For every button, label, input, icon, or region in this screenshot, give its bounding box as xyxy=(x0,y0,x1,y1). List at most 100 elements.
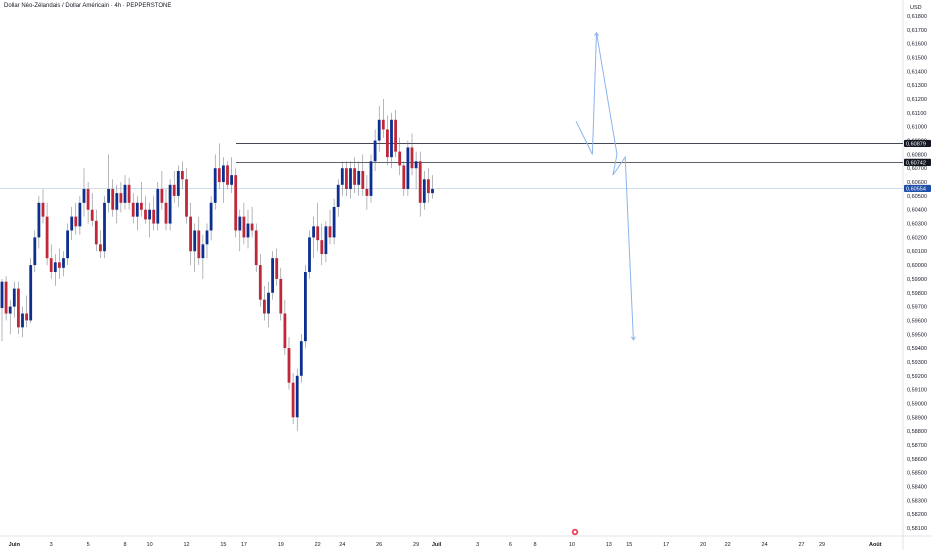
candle-body xyxy=(144,209,147,220)
y-tick-label: 0,61700 xyxy=(907,28,927,34)
candle-body xyxy=(209,202,213,231)
y-tick-label: 0,60600 xyxy=(907,180,927,186)
level-price-badge xyxy=(904,139,931,148)
x-tick-label: 8 xyxy=(533,542,536,548)
y-tick-label: 0,59000 xyxy=(907,401,927,407)
candle-body xyxy=(172,184,176,196)
x-tick-label: 20 xyxy=(700,542,706,548)
candle-body xyxy=(361,170,365,189)
candle-body xyxy=(308,237,311,272)
x-tick-label: 17 xyxy=(663,542,669,548)
candle-body xyxy=(365,188,369,196)
projection-peak-marker xyxy=(594,31,599,36)
candle-body xyxy=(41,202,45,217)
y-tick-label: 0,59400 xyxy=(907,346,927,352)
candle-body xyxy=(8,306,12,314)
candle-body xyxy=(324,226,328,255)
candle-body xyxy=(353,168,356,185)
candle-body xyxy=(217,168,221,183)
current-price-label: 0,60554 xyxy=(906,186,926,192)
projection-path xyxy=(575,32,634,340)
y-tick-label: 0,59100 xyxy=(907,388,927,394)
y-tick-label: 0,59700 xyxy=(907,305,927,311)
x-tick-label: 27 xyxy=(798,542,804,548)
y-tick-label: 0,61100 xyxy=(907,111,926,117)
candle-body xyxy=(254,230,258,266)
y-tick-label: 0,58700 xyxy=(907,443,927,449)
y-tick-label: 0,59500 xyxy=(907,332,927,338)
candle-body xyxy=(279,278,283,314)
candle-body xyxy=(410,147,414,169)
x-tick-label: 24 xyxy=(762,542,768,548)
candle-body xyxy=(373,140,377,162)
candle-body xyxy=(103,202,106,252)
candle-body xyxy=(283,313,287,349)
x-tick-label: 15 xyxy=(220,542,226,548)
candle-body xyxy=(377,119,381,141)
candle-body xyxy=(357,170,361,185)
candle-body xyxy=(21,313,24,328)
y-tick-label: 0,59600 xyxy=(907,318,927,324)
x-tick-label: 10 xyxy=(147,542,153,548)
candle-body xyxy=(156,188,160,224)
y-tick-label: 0,60400 xyxy=(907,208,927,214)
chart-title-source: PEPPERSTONE xyxy=(126,3,172,9)
y-tick-label: 0,61400 xyxy=(907,69,927,75)
y-tick-label: 0,60700 xyxy=(907,166,927,172)
candle-body xyxy=(316,226,320,241)
y-tick-label: 0,58300 xyxy=(907,498,927,504)
candle-body xyxy=(242,216,246,238)
event-flag-icon-center xyxy=(573,530,577,534)
candle-body xyxy=(185,179,188,217)
x-tick-label: 22 xyxy=(315,542,321,548)
y-tick-label: 0,61800 xyxy=(907,14,927,20)
candle-body xyxy=(193,230,197,252)
x-tick-label: 5 xyxy=(87,542,90,548)
candle-body xyxy=(70,216,74,231)
y-tick-label: 0,61500 xyxy=(907,56,927,62)
candle-body xyxy=(320,240,324,255)
candle-body xyxy=(152,209,156,224)
x-tick-label: 8 xyxy=(123,542,126,548)
candle-body xyxy=(94,220,98,245)
candle-body xyxy=(99,244,102,252)
candle-body xyxy=(349,168,352,189)
candle-body xyxy=(4,281,8,314)
x-tick-label: 3 xyxy=(476,542,479,548)
y-tick-label: 0,58800 xyxy=(907,429,927,435)
y-tick-label: 0,59800 xyxy=(907,291,927,297)
candle-body xyxy=(135,202,139,217)
candle-body xyxy=(299,341,303,376)
level-price-badge xyxy=(904,158,931,167)
candle-body xyxy=(275,258,279,279)
y-tick-label: 0,58400 xyxy=(907,484,927,490)
candle-body xyxy=(123,184,127,203)
candle-body xyxy=(86,188,90,210)
current-price-badge xyxy=(904,184,931,193)
y-tick-label: 0,61600 xyxy=(907,42,927,48)
y-tick-label: 0,59900 xyxy=(907,277,927,283)
y-tick-label: 0,60300 xyxy=(907,222,927,228)
candle-body xyxy=(131,202,135,217)
candle-body xyxy=(295,375,299,418)
x-tick-label: Juil xyxy=(432,542,442,548)
candle-body xyxy=(390,119,393,158)
candle-body xyxy=(394,119,397,152)
x-tick-label: 6 xyxy=(509,542,512,548)
candle-body xyxy=(263,299,266,314)
y-tick-label: 0,60500 xyxy=(907,194,927,200)
candle-body xyxy=(312,226,315,238)
y-tick-label: 0,59300 xyxy=(907,360,927,366)
candle-body xyxy=(345,168,348,189)
y-tick-label: 0,60000 xyxy=(907,263,927,269)
x-tick-label: 10 xyxy=(569,542,575,548)
candle-body xyxy=(53,262,57,272)
candle-body xyxy=(74,216,78,227)
candle-body xyxy=(246,223,250,238)
candle-body xyxy=(291,382,295,418)
candle-body xyxy=(205,230,209,245)
candle-body xyxy=(336,184,340,207)
candle-body xyxy=(386,129,389,158)
chart-title: Dollar Néo-Zélandais / Dollar Américain … xyxy=(4,3,171,9)
